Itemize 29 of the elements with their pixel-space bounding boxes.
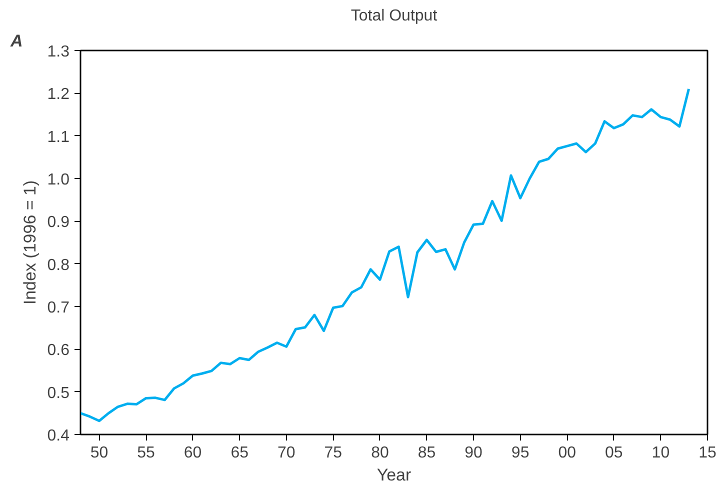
y-tick-label: 1.1 <box>47 128 70 146</box>
chart-title: Total Output <box>350 8 438 24</box>
y-tick-label: 1.3 <box>47 44 70 60</box>
x-tick-label: 55 <box>137 444 156 462</box>
x-tick-label: 80 <box>371 444 389 462</box>
y-tick-label: 1.0 <box>47 172 70 188</box>
y-tick-label: 0.4 <box>47 428 70 444</box>
x-tick-label: 65 <box>230 444 249 462</box>
x-tick-label: 15 <box>698 444 716 462</box>
y-tick-label: 1.2 <box>47 86 70 104</box>
x-tick-label: 00 <box>558 444 576 462</box>
text: A <box>10 32 23 50</box>
x-tick-label: 05 <box>605 444 623 462</box>
y-tick-label: 0.8 <box>47 256 70 274</box>
x-tick-label: 75 <box>324 444 342 462</box>
y-tick-label: 0.6 <box>47 342 70 360</box>
y-tick-label: 0.9 <box>47 214 70 232</box>
x-tick-label: 70 <box>277 444 296 462</box>
x-tick-label: 85 <box>418 444 436 462</box>
x-tick-label: 95 <box>511 444 530 462</box>
x-axis-title: Year <box>376 466 412 484</box>
x-tick-label: 50 <box>90 444 108 462</box>
y-tick-label: 0.7 <box>47 300 70 316</box>
y-axis-title: Index (1996 = 1) <box>20 180 40 305</box>
x-tick-label: 10 <box>652 444 670 462</box>
x-tick-label: 60 <box>184 444 202 462</box>
x-tick-label: 90 <box>464 444 483 462</box>
y-tick-label: 0.5 <box>47 384 70 402</box>
line-series <box>80 88 690 422</box>
